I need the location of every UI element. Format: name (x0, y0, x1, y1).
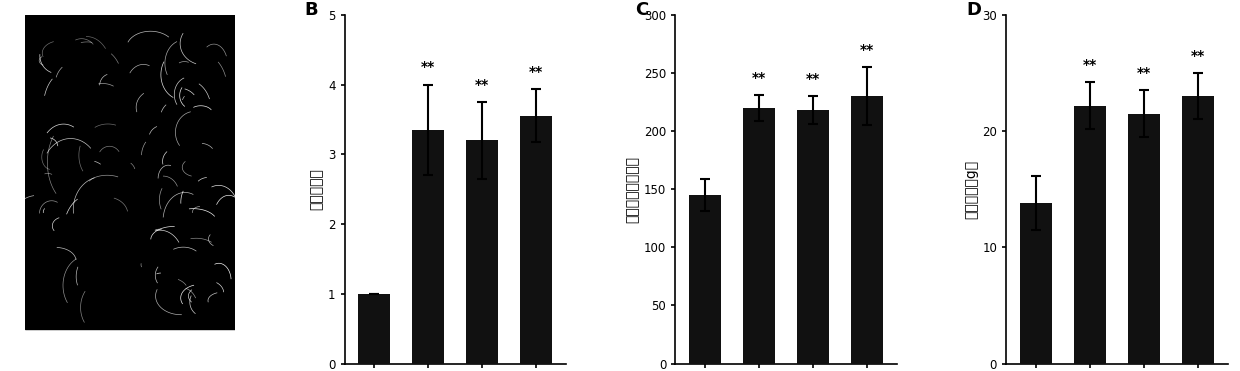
Text: **: ** (475, 78, 490, 92)
Bar (1019, 203, 1052, 364)
Text: **: ** (1137, 66, 1151, 80)
Bar (689, 195, 722, 364)
Bar (1074, 105, 1106, 364)
Text: **: ** (1083, 58, 1097, 72)
Text: B: B (305, 1, 319, 19)
Text: D: D (966, 1, 981, 19)
Y-axis label: 主茎穗粒数（个）: 主茎穗粒数（个） (626, 156, 640, 223)
Y-axis label: 单株产量（g）: 单株产量（g） (963, 160, 978, 219)
Bar (412, 130, 444, 364)
Y-axis label: 相对表达量: 相对表达量 (310, 168, 324, 210)
Text: SIL176: SIL176 (53, 339, 89, 349)
Text: **: ** (751, 70, 766, 85)
Text: **: ** (529, 65, 543, 79)
Text: A: A (27, 18, 41, 36)
Bar (466, 140, 498, 364)
Text: **: ** (861, 43, 874, 57)
Bar (743, 108, 775, 364)
Text: C: C (635, 1, 649, 19)
Bar (520, 116, 553, 364)
Bar (358, 294, 391, 364)
Text: **: ** (806, 72, 820, 86)
Bar (1182, 96, 1214, 364)
Text: **: ** (1190, 49, 1205, 62)
Text: **: ** (422, 60, 435, 74)
Text: CTP-1: CTP-1 (161, 339, 191, 349)
Bar (797, 110, 830, 364)
Bar (851, 96, 883, 364)
Bar (1127, 114, 1161, 364)
